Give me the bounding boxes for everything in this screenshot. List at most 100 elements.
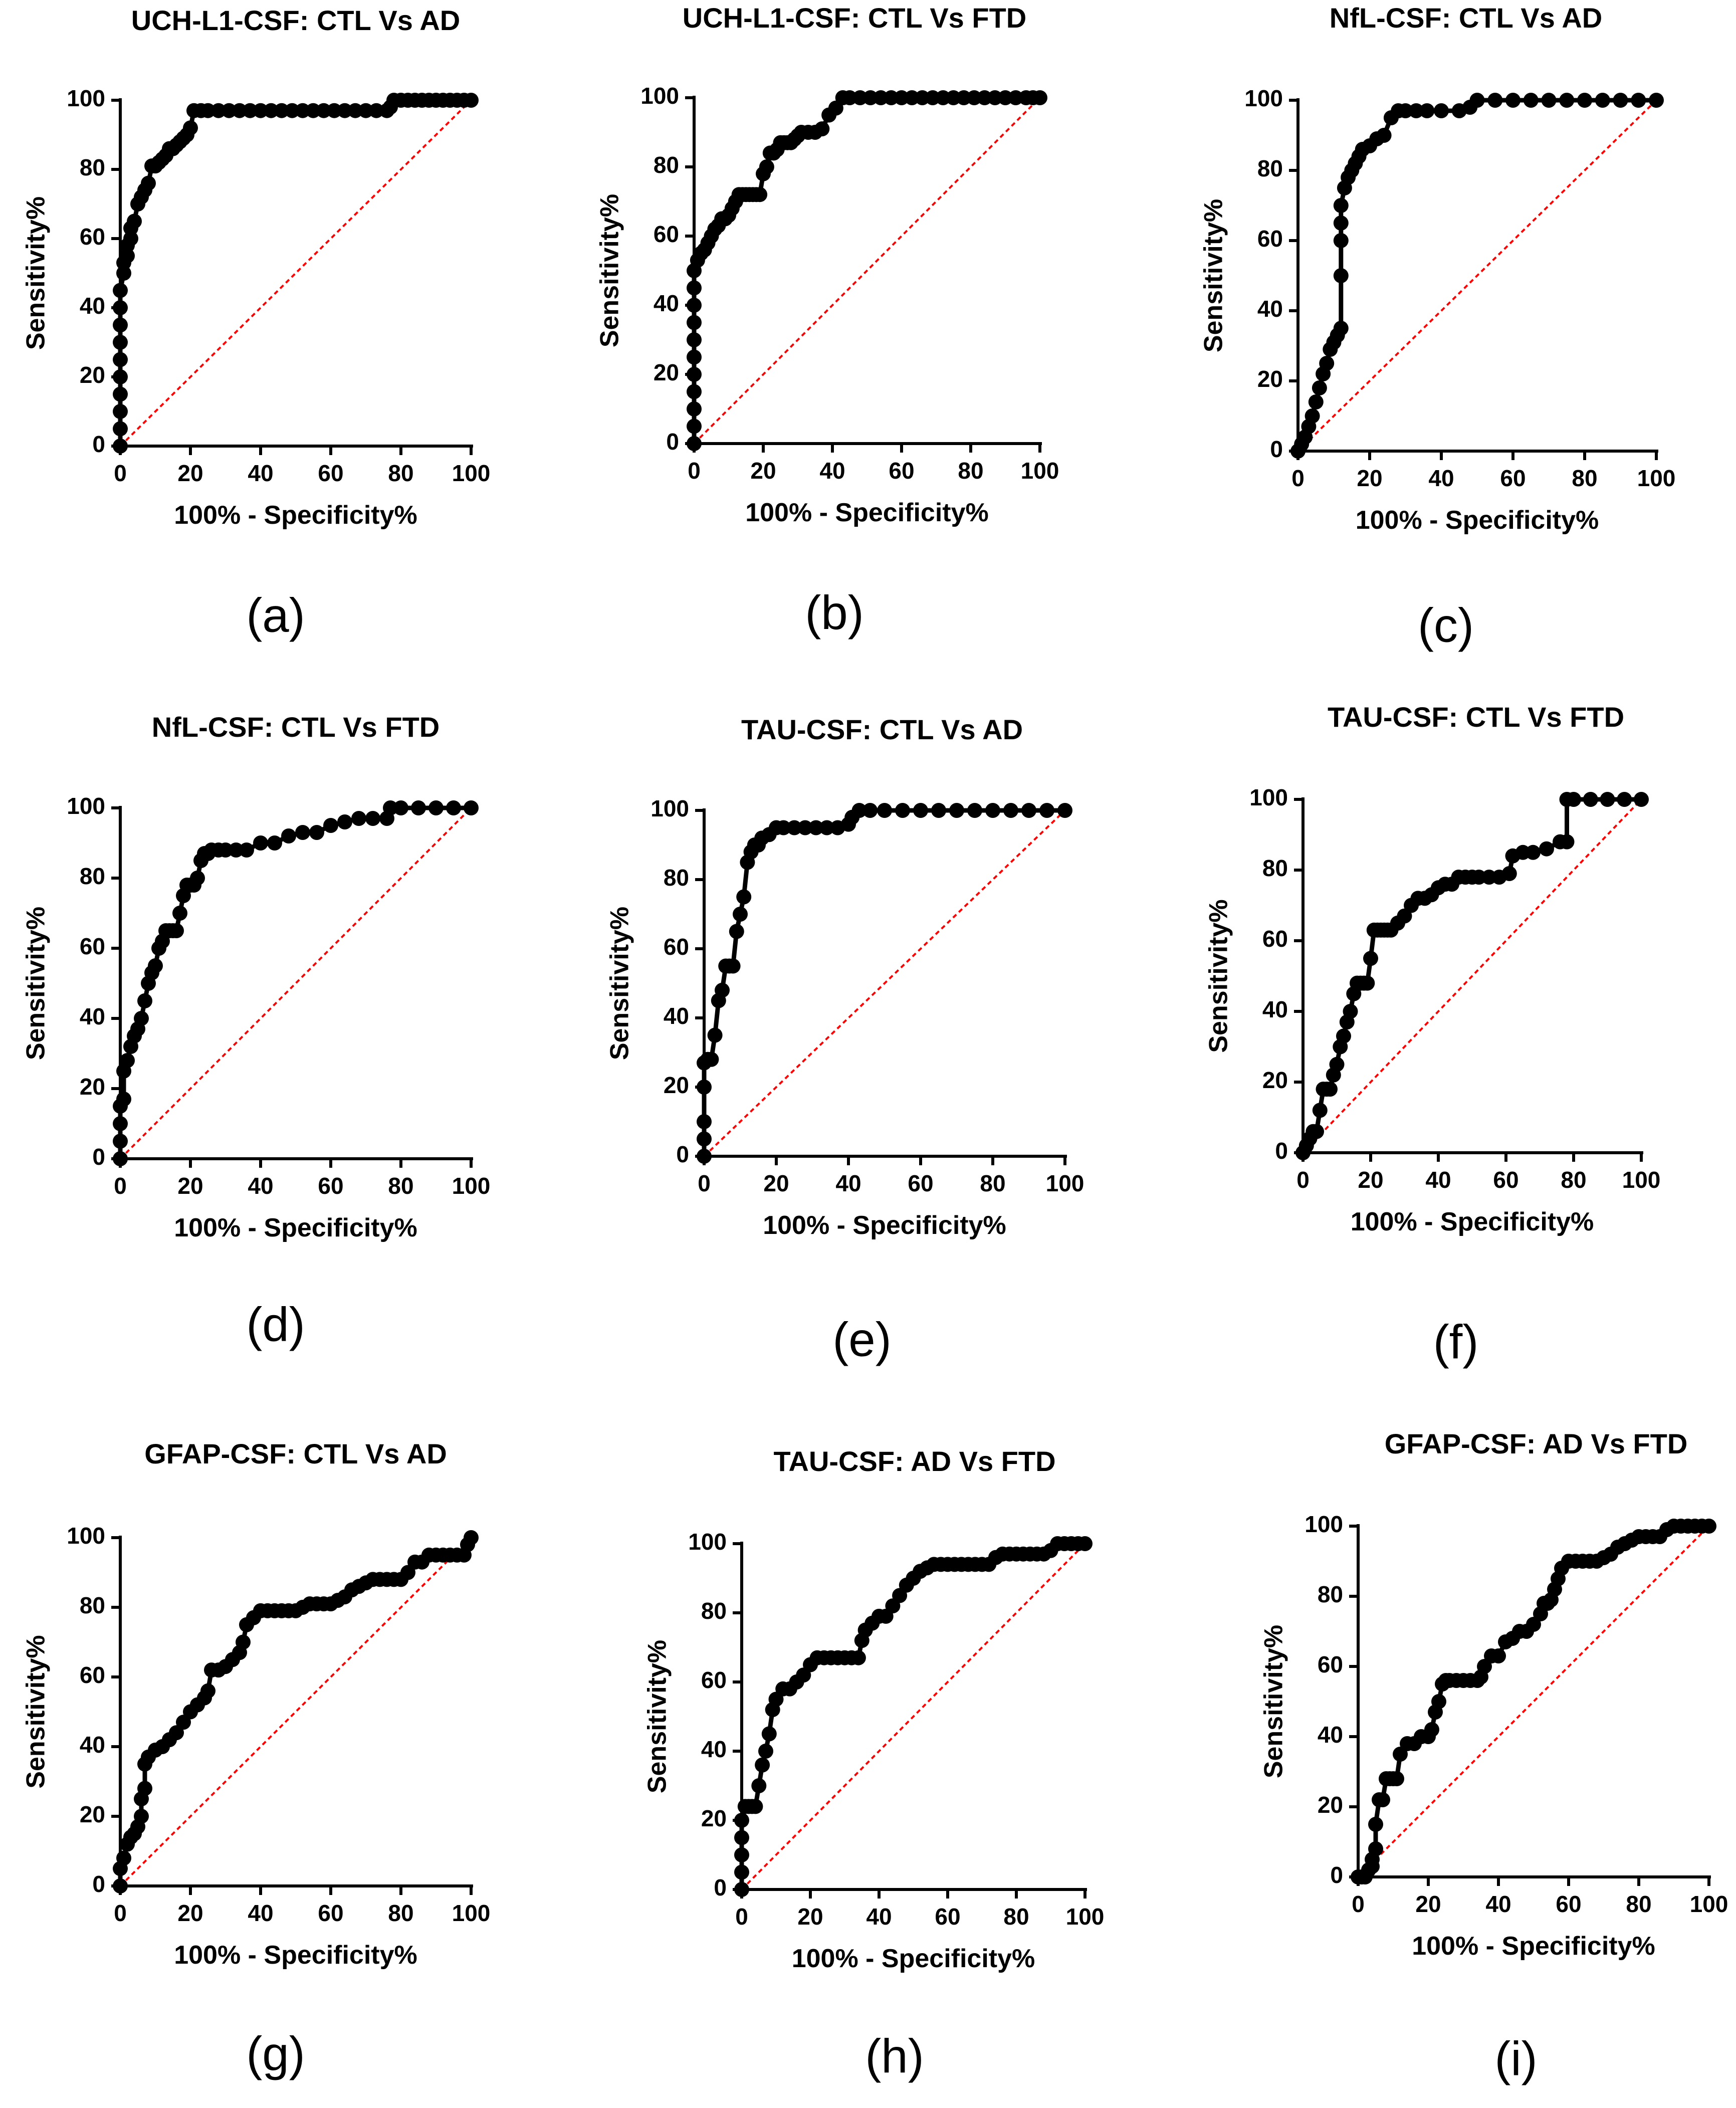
- roc-point: [428, 800, 444, 815]
- roc-point: [134, 1011, 149, 1026]
- roc-point: [1526, 845, 1541, 860]
- chart-title: NfL-CSF: CTL Vs FTD: [152, 711, 440, 743]
- roc-point: [358, 103, 373, 118]
- roc-point: [1398, 103, 1413, 118]
- roc-point: [687, 418, 702, 434]
- chart-title: GFAP-CSF: CTL Vs AD: [144, 1438, 447, 1469]
- x-tick-label: 40: [1485, 1891, 1511, 1917]
- y-tick-label: 80: [1257, 155, 1283, 181]
- roc-point: [884, 90, 899, 105]
- roc-point: [113, 1878, 128, 1893]
- x-tick-label: 100: [1066, 1904, 1105, 1930]
- y-tick-label: 40: [701, 1736, 727, 1762]
- roc-point: [697, 1149, 712, 1164]
- y-tick-label: 20: [80, 362, 105, 388]
- roc-point: [729, 924, 744, 939]
- x-tick-label: 0: [1352, 1891, 1365, 1917]
- roc-panel-4: NfL-CSF: CTL Vs FTD 0 20 40 60 80 100 0 20 40 60 80…: [22, 711, 491, 1352]
- roc-point: [306, 103, 321, 118]
- y-tick-label: 0: [92, 1871, 105, 1897]
- roc-point: [797, 820, 813, 835]
- y-tick-label: 100: [640, 83, 679, 109]
- reference-line: [741, 1543, 1086, 1890]
- panel-label: (d): [246, 1298, 305, 1351]
- x-tick-label: 80: [1561, 1167, 1586, 1193]
- roc-point: [116, 1092, 131, 1107]
- y-tick-label: 100: [650, 795, 689, 821]
- roc-point: [862, 90, 878, 105]
- x-axis-label: 100% - Specificity%: [792, 1944, 1035, 1973]
- y-tick-label: 60: [701, 1667, 727, 1693]
- roc-point: [931, 803, 946, 818]
- roc-point: [464, 93, 479, 108]
- reference-line: [119, 99, 472, 447]
- roc-point: [267, 835, 282, 851]
- roc-point: [351, 811, 366, 826]
- panel-label: (h): [865, 2029, 924, 2083]
- y-tick-label: 40: [80, 293, 105, 319]
- roc-point: [1003, 803, 1018, 818]
- x-tick-label: 60: [889, 458, 914, 484]
- y-tick-label: 100: [67, 85, 105, 111]
- roc-point: [1487, 93, 1503, 108]
- y-tick-label: 60: [1318, 1651, 1343, 1677]
- y-tick-label: 80: [80, 1592, 105, 1618]
- x-tick-label: 100: [452, 1900, 491, 1926]
- roc-point: [1523, 93, 1539, 108]
- roc-point: [1434, 103, 1449, 118]
- roc-point: [697, 1114, 712, 1129]
- x-tick-label: 40: [1428, 465, 1454, 491]
- roc-point: [987, 90, 1003, 105]
- roc-point: [281, 828, 296, 844]
- roc-point: [253, 103, 268, 118]
- x-tick-label: 60: [935, 1904, 960, 1930]
- roc-point: [243, 103, 258, 118]
- roc-point: [751, 1778, 767, 1793]
- x-tick-label: 40: [248, 1900, 273, 1926]
- roc-point: [734, 1847, 749, 1862]
- roc-point: [1600, 792, 1615, 807]
- x-tick-label: 100: [1637, 465, 1676, 491]
- y-tick-label: 40: [80, 1003, 105, 1029]
- roc-point: [323, 818, 338, 833]
- x-axis-label: 100% - Specificity%: [1412, 1932, 1655, 1961]
- y-tick-label: 100: [67, 1523, 105, 1549]
- x-tick-label: 80: [388, 1173, 413, 1199]
- panel-label: (i): [1494, 2032, 1537, 2085]
- roc-point: [1431, 1694, 1446, 1709]
- roc-point: [755, 1757, 770, 1773]
- y-tick-label: 40: [1257, 296, 1283, 322]
- x-tick-label: 0: [114, 1900, 127, 1926]
- roc-point: [1333, 233, 1349, 248]
- panel-label: (f): [1433, 1315, 1479, 1369]
- y-tick-label: 60: [80, 1662, 105, 1688]
- y-axis-label: Sensitivity%: [1259, 1625, 1288, 1778]
- roc-point: [211, 103, 226, 118]
- roc-point: [337, 814, 352, 829]
- reference-line: [1297, 99, 1657, 452]
- roc-point: [239, 842, 254, 858]
- x-tick-label: 40: [835, 1170, 861, 1196]
- roc-point: [190, 871, 205, 886]
- roc-point: [985, 803, 1000, 818]
- chart-title: GFAP-CSF: AD Vs FTD: [1385, 1428, 1688, 1459]
- roc-point: [411, 800, 426, 815]
- x-tick-label: 100: [1622, 1167, 1661, 1193]
- roc-point: [697, 1131, 712, 1147]
- roc-point: [113, 1151, 128, 1166]
- roc-point: [383, 800, 398, 815]
- roc-point: [935, 90, 951, 105]
- roc-point: [1333, 216, 1349, 231]
- x-tick-label: 20: [177, 460, 203, 486]
- roc-point: [966, 90, 982, 105]
- roc-point: [736, 889, 752, 905]
- roc-point: [1541, 93, 1557, 108]
- roc-point: [116, 1850, 131, 1866]
- x-tick-label: 40: [866, 1904, 892, 1930]
- x-tick-label: 0: [688, 458, 701, 484]
- chart-title: TAU-CSF: CTL Vs FTD: [1328, 701, 1624, 733]
- roc-point: [1583, 792, 1598, 807]
- x-tick-label: 0: [1291, 465, 1305, 491]
- y-tick-label: 0: [1275, 1138, 1288, 1164]
- roc-point: [1539, 841, 1554, 857]
